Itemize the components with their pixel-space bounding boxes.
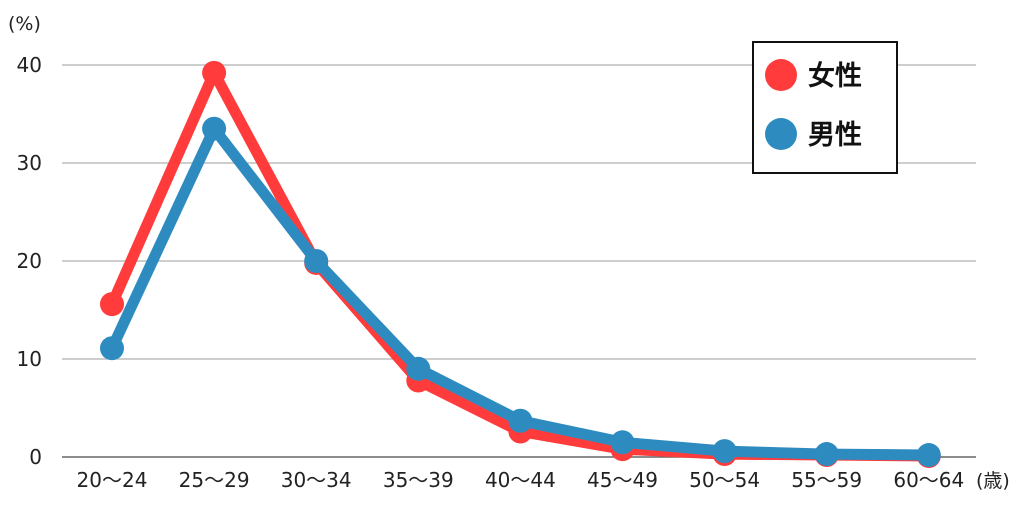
data-point <box>100 336 124 361</box>
x-tick-label: 20〜24 <box>77 468 148 492</box>
legend-marker-male <box>765 118 797 150</box>
series-layer <box>100 60 941 469</box>
y-tick-label: 0 <box>29 445 42 469</box>
data-point <box>406 356 431 381</box>
y-tick-label: 20 <box>17 249 42 273</box>
data-point <box>610 430 635 455</box>
data-point <box>814 442 839 467</box>
x-tick-label: 35〜39 <box>383 468 454 492</box>
data-point <box>202 60 227 85</box>
data-point <box>202 116 227 141</box>
x-tick-label: 55〜59 <box>791 468 862 492</box>
y-tick-label: 10 <box>17 347 42 371</box>
x-tick-label: 25〜29 <box>179 468 250 492</box>
legend-label-male: 男性 <box>808 120 862 151</box>
x-axis-unit-label: (歳) <box>976 470 1010 492</box>
data-point <box>508 408 533 433</box>
x-tick-label: 50〜54 <box>689 468 760 492</box>
y-tick-label: 30 <box>17 151 42 175</box>
x-tick-label: 60〜64 <box>893 468 964 492</box>
y-axis-ticks: 0 10 20 30 40 <box>17 53 42 469</box>
legend: 女性 男性 <box>752 41 898 174</box>
data-point <box>916 443 941 468</box>
legend-marker-female <box>765 59 797 91</box>
data-point <box>304 249 329 273</box>
x-tick-label: 40〜44 <box>485 468 556 492</box>
y-tick-label: 40 <box>17 53 42 77</box>
data-point <box>100 292 124 317</box>
series-male <box>100 116 941 468</box>
x-tick-label: 45〜49 <box>587 468 658 492</box>
data-point <box>712 439 737 464</box>
y-axis-unit-label: (%) <box>8 13 41 35</box>
x-axis-ticks: 20〜24 25〜29 30〜34 35〜39 40〜44 45〜49 50〜54 55〜59… <box>77 468 965 492</box>
series-line <box>106 123 935 461</box>
x-tick-label: 30〜34 <box>281 468 352 492</box>
legend-label-female: 女性 <box>808 60 862 92</box>
